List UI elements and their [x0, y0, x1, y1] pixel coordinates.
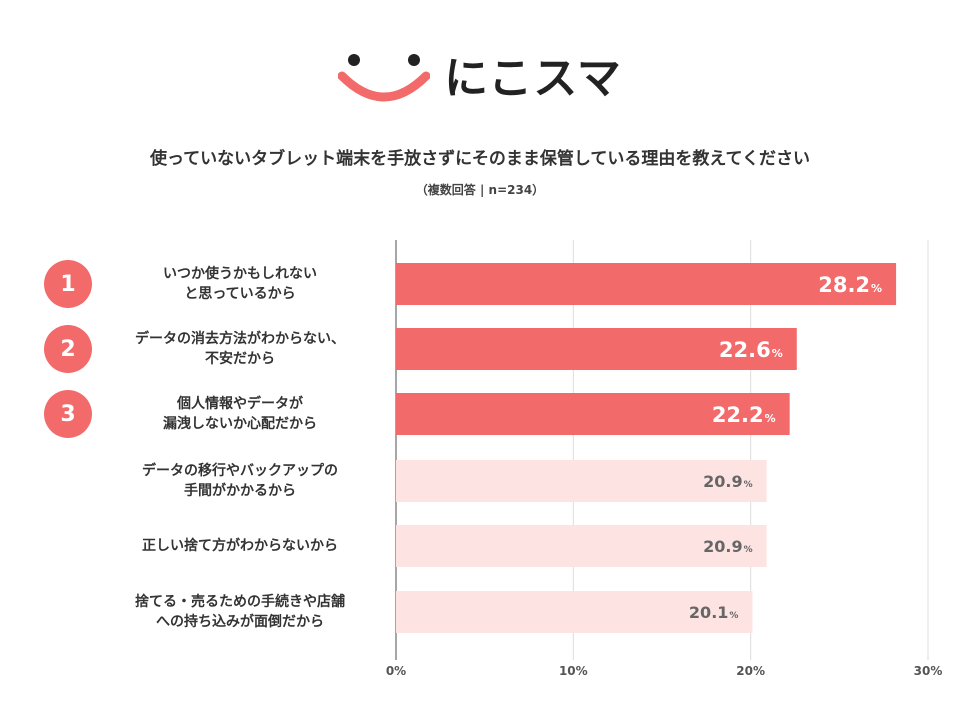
smile-logo-icon	[338, 54, 431, 102]
x-tick-label-20: 20%	[736, 664, 765, 678]
value-label-1: 28.2%	[818, 273, 882, 297]
value-label-2: 22.6%	[719, 338, 783, 362]
bar-2	[396, 328, 797, 370]
x-tick-label-10: 10%	[559, 664, 588, 678]
bar-6	[396, 591, 753, 633]
category-label-1: いつか使うかもしれない と思っているから	[163, 266, 317, 302]
category-label-5: 正しい捨て方がわからないから	[142, 538, 338, 554]
value-label-4: 20.9%	[703, 472, 753, 491]
bar-5	[396, 525, 767, 567]
chart-title: 使っていないタブレット端末を手放さずにそのまま保管している理由を教えてください	[150, 149, 810, 169]
category-label-4: データの移行やバックアップの 手間がかかるから	[142, 463, 338, 499]
category-label-3: 個人情報やデータが 漏洩しないか心配だから	[163, 396, 317, 432]
chart-subtitle: （複数回答 | n=234）	[415, 183, 545, 197]
x-tick-label-0: 0%	[386, 664, 406, 678]
bar-3	[396, 393, 790, 435]
category-label-6: 捨てる・売るための手続きや店舗 への持ち込みが面倒だから	[135, 594, 345, 630]
bar-1	[396, 263, 897, 305]
category-label-2: データの消去方法がわからない、 不安だから	[135, 331, 345, 367]
value-label-5: 20.9%	[703, 537, 753, 556]
logo-text: にこスマ	[444, 53, 622, 104]
x-tick-label-30: 30%	[914, 664, 943, 678]
rank-badge-1: 1	[44, 260, 92, 308]
value-label-6: 20.1%	[689, 603, 739, 622]
rank-badge-3: 3	[44, 390, 92, 438]
rank-badge-2: 2	[44, 325, 92, 373]
value-label-3: 22.2%	[712, 403, 776, 427]
logo: にこスマ	[0, 44, 960, 104]
bar-4	[396, 460, 767, 502]
